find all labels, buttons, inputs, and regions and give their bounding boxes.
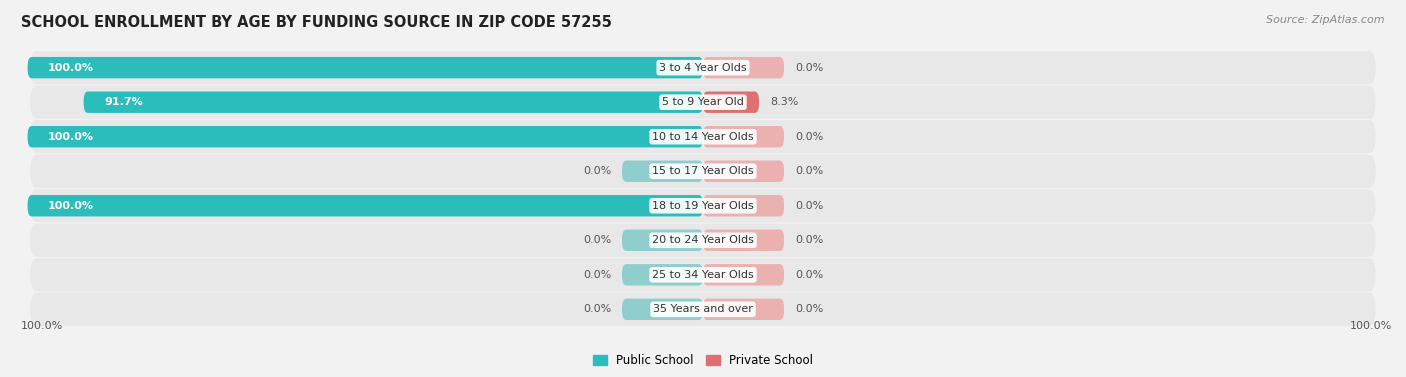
Text: 100.0%: 100.0% xyxy=(1350,321,1392,331)
FancyBboxPatch shape xyxy=(621,264,703,285)
FancyBboxPatch shape xyxy=(31,189,1375,222)
FancyBboxPatch shape xyxy=(703,161,785,182)
FancyBboxPatch shape xyxy=(621,161,703,182)
Legend: Public School, Private School: Public School, Private School xyxy=(588,349,818,372)
FancyBboxPatch shape xyxy=(31,224,1375,257)
FancyBboxPatch shape xyxy=(83,92,703,113)
Text: 0.0%: 0.0% xyxy=(794,63,823,73)
FancyBboxPatch shape xyxy=(703,126,785,147)
Text: 35 Years and over: 35 Years and over xyxy=(652,304,754,314)
Text: Source: ZipAtlas.com: Source: ZipAtlas.com xyxy=(1267,15,1385,25)
Text: 0.0%: 0.0% xyxy=(794,201,823,211)
Text: 0.0%: 0.0% xyxy=(794,132,823,142)
Text: 8.3%: 8.3% xyxy=(770,97,799,107)
FancyBboxPatch shape xyxy=(31,155,1375,188)
Text: 91.7%: 91.7% xyxy=(104,97,142,107)
Text: 3 to 4 Year Olds: 3 to 4 Year Olds xyxy=(659,63,747,73)
FancyBboxPatch shape xyxy=(703,92,759,113)
FancyBboxPatch shape xyxy=(703,299,785,320)
FancyBboxPatch shape xyxy=(703,264,785,285)
Text: 100.0%: 100.0% xyxy=(21,321,63,331)
Text: SCHOOL ENROLLMENT BY AGE BY FUNDING SOURCE IN ZIP CODE 57255: SCHOOL ENROLLMENT BY AGE BY FUNDING SOUR… xyxy=(21,15,612,30)
Text: 100.0%: 100.0% xyxy=(48,63,94,73)
FancyBboxPatch shape xyxy=(703,57,785,78)
Text: 0.0%: 0.0% xyxy=(794,304,823,314)
FancyBboxPatch shape xyxy=(621,230,703,251)
Text: 0.0%: 0.0% xyxy=(583,166,612,176)
FancyBboxPatch shape xyxy=(31,51,1375,84)
FancyBboxPatch shape xyxy=(28,195,703,216)
FancyBboxPatch shape xyxy=(31,86,1375,119)
Text: 15 to 17 Year Olds: 15 to 17 Year Olds xyxy=(652,166,754,176)
Text: 100.0%: 100.0% xyxy=(48,201,94,211)
FancyBboxPatch shape xyxy=(31,120,1375,153)
FancyBboxPatch shape xyxy=(28,126,703,147)
Text: 0.0%: 0.0% xyxy=(794,166,823,176)
Text: 0.0%: 0.0% xyxy=(583,235,612,245)
Text: 5 to 9 Year Old: 5 to 9 Year Old xyxy=(662,97,744,107)
Text: 25 to 34 Year Olds: 25 to 34 Year Olds xyxy=(652,270,754,280)
FancyBboxPatch shape xyxy=(31,258,1375,291)
FancyBboxPatch shape xyxy=(621,299,703,320)
Text: 10 to 14 Year Olds: 10 to 14 Year Olds xyxy=(652,132,754,142)
Text: 0.0%: 0.0% xyxy=(794,235,823,245)
Text: 18 to 19 Year Olds: 18 to 19 Year Olds xyxy=(652,201,754,211)
Text: 0.0%: 0.0% xyxy=(583,304,612,314)
FancyBboxPatch shape xyxy=(28,57,703,78)
Text: 0.0%: 0.0% xyxy=(583,270,612,280)
FancyBboxPatch shape xyxy=(703,230,785,251)
Text: 20 to 24 Year Olds: 20 to 24 Year Olds xyxy=(652,235,754,245)
Text: 0.0%: 0.0% xyxy=(794,270,823,280)
Text: 100.0%: 100.0% xyxy=(48,132,94,142)
FancyBboxPatch shape xyxy=(31,293,1375,326)
FancyBboxPatch shape xyxy=(703,195,785,216)
